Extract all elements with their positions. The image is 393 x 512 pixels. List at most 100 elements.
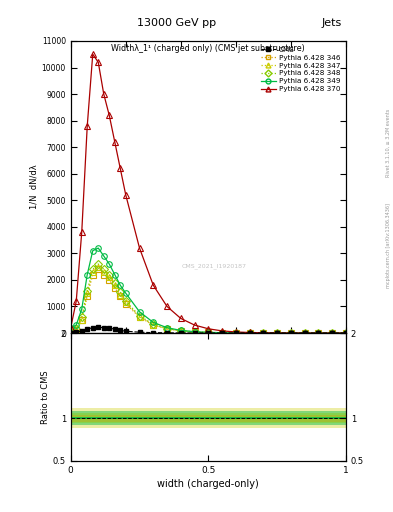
Pythia 6.428 348 — [247, 330, 252, 336]
Pythia 6.428 349 — [96, 245, 101, 251]
Line: Pythia 6.428 349: Pythia 6.428 349 — [68, 245, 349, 336]
Pythia 6.428 348 — [206, 329, 211, 335]
Pythia 6.428 347 — [206, 329, 211, 335]
Pythia 6.428 347 — [316, 330, 321, 336]
Pythia 6.428 370 — [107, 112, 112, 118]
Pythia 6.428 346 — [192, 329, 197, 335]
Pythia 6.428 347 — [165, 326, 169, 332]
CMS — [68, 330, 73, 336]
Pythia 6.428 347 — [101, 269, 106, 275]
Pythia 6.428 347 — [302, 330, 307, 336]
Pythia 6.428 370 — [74, 298, 79, 304]
Pythia 6.428 349 — [192, 329, 197, 335]
Pythia 6.428 348 — [107, 271, 112, 278]
Pythia 6.428 346 — [288, 330, 293, 336]
Pythia 6.428 347 — [118, 291, 123, 297]
Pythia 6.428 346 — [123, 301, 128, 307]
Text: Widthλ_1¹ (charged only) (CMS jet substructure): Widthλ_1¹ (charged only) (CMS jet substr… — [111, 44, 305, 53]
Pythia 6.428 349 — [118, 282, 123, 288]
Y-axis label: Ratio to CMS: Ratio to CMS — [41, 370, 50, 424]
Pythia 6.428 370 — [118, 165, 123, 172]
Pythia 6.428 346 — [112, 285, 117, 291]
Line: Pythia 6.428 370: Pythia 6.428 370 — [68, 52, 349, 336]
Pythia 6.428 347 — [123, 300, 128, 306]
CMS — [118, 327, 123, 333]
Pythia 6.428 349 — [79, 306, 84, 312]
Pythia 6.428 347 — [330, 330, 334, 336]
CMS — [112, 326, 117, 332]
Text: Rivet 3.1.10, ≥ 3.2M events: Rivet 3.1.10, ≥ 3.2M events — [386, 109, 391, 178]
CMS — [261, 330, 266, 336]
Pythia 6.428 346 — [178, 328, 183, 334]
Pythia 6.428 370 — [302, 330, 307, 336]
Pythia 6.428 346 — [74, 327, 79, 333]
Pythia 6.428 346 — [85, 293, 90, 299]
Line: Pythia 6.428 347: Pythia 6.428 347 — [68, 264, 349, 336]
CMS — [233, 330, 238, 336]
Pythia 6.428 346 — [275, 330, 279, 336]
Pythia 6.428 370 — [137, 245, 142, 251]
Pythia 6.428 348 — [343, 330, 348, 336]
Pythia 6.428 347 — [275, 330, 279, 336]
Pythia 6.428 349 — [220, 330, 224, 336]
Pythia 6.428 370 — [343, 330, 348, 336]
Pythia 6.428 348 — [178, 328, 183, 334]
Pythia 6.428 349 — [123, 290, 128, 296]
Pythia 6.428 347 — [96, 264, 101, 270]
Pythia 6.428 346 — [206, 329, 211, 335]
CMS — [107, 325, 112, 331]
Pythia 6.428 349 — [137, 309, 142, 315]
Pythia 6.428 346 — [233, 330, 238, 336]
Pythia 6.428 370 — [316, 330, 321, 336]
Pythia 6.428 346 — [101, 271, 106, 278]
Pythia 6.428 349 — [233, 330, 238, 336]
Pythia 6.428 370 — [165, 304, 169, 310]
Pythia 6.428 347 — [85, 290, 90, 296]
Pythia 6.428 370 — [288, 330, 293, 336]
Pythia 6.428 347 — [79, 317, 84, 323]
Pythia 6.428 347 — [288, 330, 293, 336]
Pythia 6.428 348 — [233, 330, 238, 336]
CMS — [137, 329, 142, 335]
CMS — [85, 326, 90, 332]
Text: 13000 GeV pp: 13000 GeV pp — [137, 18, 217, 28]
Pythia 6.428 349 — [206, 329, 211, 335]
Pythia 6.428 349 — [330, 330, 334, 336]
Pythia 6.428 348 — [261, 330, 266, 336]
Pythia 6.428 370 — [68, 325, 73, 331]
Line: Pythia 6.428 346: Pythia 6.428 346 — [68, 267, 349, 336]
Pythia 6.428 349 — [68, 325, 73, 331]
Pythia 6.428 349 — [343, 330, 348, 336]
CMS — [192, 330, 197, 336]
Pythia 6.428 349 — [302, 330, 307, 336]
Pythia 6.428 346 — [79, 317, 84, 323]
Pythia 6.428 347 — [261, 330, 266, 336]
Pythia 6.428 348 — [74, 326, 79, 332]
Pythia 6.428 348 — [96, 261, 101, 267]
Pythia 6.428 349 — [151, 319, 156, 326]
Pythia 6.428 349 — [90, 248, 95, 254]
Pythia 6.428 370 — [101, 91, 106, 97]
Pythia 6.428 349 — [247, 330, 252, 336]
Pythia 6.428 348 — [101, 266, 106, 272]
Pythia 6.428 346 — [151, 322, 156, 328]
Text: mcplots.cern.ch [arXiv:1306.3436]: mcplots.cern.ch [arXiv:1306.3436] — [386, 203, 391, 288]
Pythia 6.428 347 — [220, 330, 224, 336]
Pythia 6.428 347 — [74, 327, 79, 333]
CMS — [247, 330, 252, 336]
CMS — [206, 330, 211, 336]
Pythia 6.428 347 — [90, 269, 95, 275]
Pythia 6.428 349 — [101, 253, 106, 259]
Pythia 6.428 346 — [316, 330, 321, 336]
Pythia 6.428 346 — [107, 277, 112, 283]
Pythia 6.428 347 — [107, 274, 112, 281]
Pythia 6.428 348 — [165, 326, 169, 332]
Pythia 6.428 348 — [90, 266, 95, 272]
Pythia 6.428 349 — [74, 322, 79, 328]
CMS — [288, 330, 293, 336]
Pythia 6.428 346 — [330, 330, 334, 336]
Pythia 6.428 346 — [343, 330, 348, 336]
X-axis label: width (charged-only): width (charged-only) — [158, 479, 259, 489]
Pythia 6.428 349 — [178, 327, 183, 333]
Pythia 6.428 348 — [123, 298, 128, 304]
